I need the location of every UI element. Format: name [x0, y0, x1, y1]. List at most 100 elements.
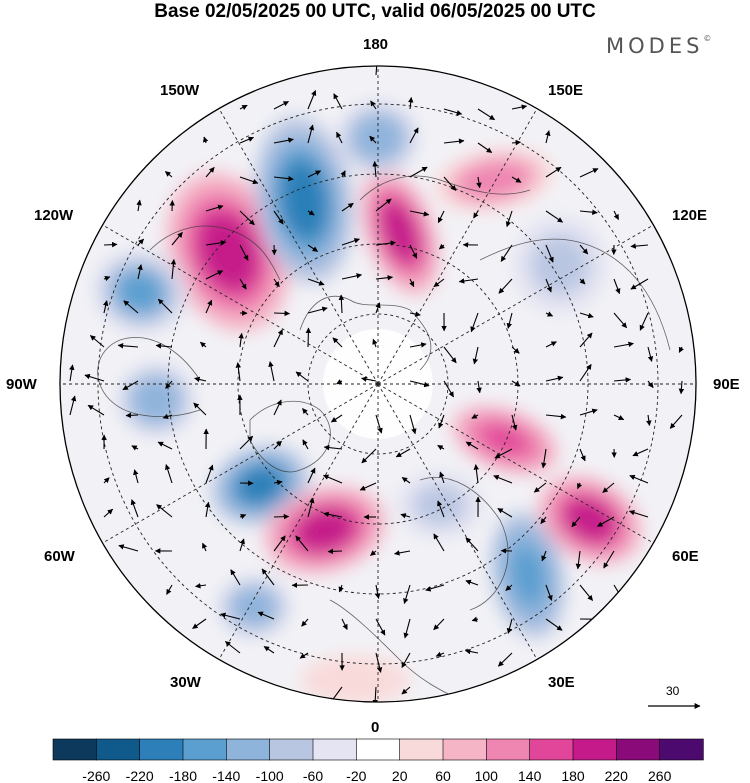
wind-vector-202: [497, 508, 513, 518]
wind-vector-231: [465, 579, 479, 586]
wind-vector-145: [330, 414, 343, 423]
colorbar-bin-0: [52, 738, 98, 761]
wind-vector-67: [137, 264, 143, 280]
wind-vector-246: [545, 618, 563, 631]
wind-vector-114: [579, 332, 593, 348]
wind-vector-98: [613, 312, 628, 329]
wind-vector-163: [323, 444, 343, 451]
wind-vector-172: [632, 448, 649, 457]
wind-vector-167: [465, 441, 479, 450]
wind-vector-181: [359, 482, 377, 491]
anomaly-field: [92, 100, 642, 702]
wind-vector-150: [511, 414, 518, 431]
wind-vector-232: [505, 584, 513, 591]
colorbar-tick-7: 20: [392, 768, 408, 783]
wind-vector-128: [409, 380, 430, 388]
wind-vector-154: [646, 414, 652, 427]
wind-vector-68: [170, 258, 177, 280]
wind-vector-58: [409, 244, 418, 259]
wind-vector-203: [540, 516, 547, 525]
wind-vector-147: [409, 414, 417, 435]
wind-vector-116: [647, 346, 654, 362]
wind-vector-194: [239, 514, 247, 520]
wind-vector-152: [579, 408, 598, 416]
wind-vector-238: [257, 611, 275, 620]
wind-vector-30: [476, 176, 482, 189]
wind-vector-15: [369, 135, 377, 144]
wind-vector-165: [395, 448, 411, 458]
wind-vector-38: [273, 210, 284, 225]
coast-chukotka: [359, 175, 531, 201]
wind-vector-61: [500, 244, 513, 262]
wind-vector-132: [545, 375, 564, 382]
wind-vector-109: [409, 342, 427, 348]
colorbar-tick-4: -100: [256, 768, 284, 783]
wind-vector-26: [340, 170, 346, 178]
wind-vector-78: [498, 278, 513, 294]
wind-vector-113: [545, 341, 557, 348]
wind-vector-180: [322, 474, 343, 484]
lon-label-60e: 60E: [672, 548, 699, 565]
wind-vector-151: [545, 413, 567, 420]
wind-vector-110: [443, 346, 457, 364]
wind-vector-243: [433, 618, 445, 631]
wind-vector-39: [307, 210, 315, 216]
wind-vector-44: [473, 210, 479, 219]
latitude-circle-0: [307, 313, 449, 455]
wind-vector-129: [443, 380, 454, 398]
lon-label-30w: 30W: [170, 674, 201, 691]
wind-vector-233: [545, 584, 553, 601]
wind-vector-3: [307, 89, 317, 110]
wind-vector-79: [545, 278, 552, 293]
wind-vector-239: [301, 618, 309, 627]
wind-vector-18: [477, 142, 493, 153]
wind-vector-186: [533, 482, 547, 493]
wind-vector-49: [103, 241, 118, 248]
wind-vector-31: [511, 176, 522, 183]
meridian-7: [218, 383, 379, 660]
map-boundary: [59, 65, 697, 703]
wind-vector-8: [477, 108, 496, 121]
colorbar-tick-5: -60: [303, 768, 323, 783]
wind-vector-19: [511, 139, 522, 146]
anomaly-pos-greenland-3: [296, 509, 354, 551]
wind-vector-7: [443, 108, 463, 116]
wind-vector-12: [273, 137, 294, 144]
wind-vector-175: [164, 464, 173, 484]
wind-vector-124: [268, 361, 275, 382]
wind-vector-121: [165, 380, 173, 389]
wind-vectors: [69, 66, 685, 702]
wind-vector-65: [630, 243, 649, 249]
wind-vector-213: [327, 548, 343, 555]
wind-vector-5: [370, 100, 377, 110]
wind-vector-95: [506, 312, 513, 329]
colorbar-bin-3: [182, 738, 228, 761]
wind-vector-253: [401, 652, 411, 668]
map-field: [60, 66, 696, 702]
wind-vector-57: [375, 240, 397, 246]
wind-vector-187: [577, 482, 583, 490]
wind-vector-205: [597, 516, 615, 527]
wind-vector-224: [230, 569, 241, 586]
wind-vector-106: [305, 327, 312, 348]
wind-vector-16: [409, 127, 419, 144]
reference-vector-label: 30: [666, 684, 680, 698]
wind-vector-88: [273, 310, 291, 317]
wind-vector-83: [103, 300, 109, 314]
anomaly-neg-atlantic-3: [235, 591, 273, 623]
wind-vector-133: [579, 363, 592, 382]
wind-vector-0: [375, 66, 378, 76]
lon-label-150w: 150W: [160, 82, 200, 99]
wind-vector-101: [117, 342, 139, 349]
wind-vector-80: [579, 278, 586, 285]
lon-label-90e: 90E: [713, 376, 740, 393]
wind-vector-45: [505, 210, 513, 228]
anomaly-pos-nw-africa-3: [328, 668, 382, 692]
wind-vector-244: [471, 616, 479, 622]
map-title: Base 02/05/2025 00 UTC, valid 06/05/2025…: [154, 1, 596, 22]
wind-vector-125: [295, 371, 309, 382]
colorbar-tick-12: 220: [605, 768, 629, 783]
wind-vector-75: [409, 278, 415, 288]
anomaly-neg-east-siberia-3: [537, 241, 583, 289]
wind-vector-92: [409, 311, 421, 317]
